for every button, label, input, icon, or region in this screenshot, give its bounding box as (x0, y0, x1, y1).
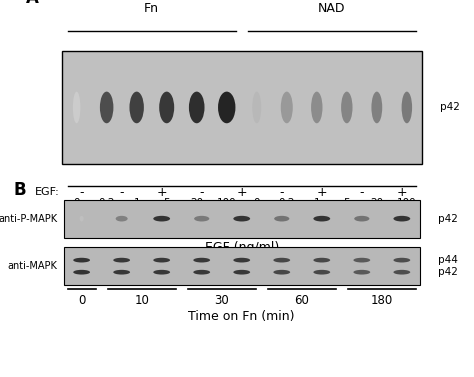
Text: A: A (26, 0, 38, 7)
Text: -: - (119, 186, 124, 199)
Text: p42: p42 (438, 214, 458, 224)
Ellipse shape (281, 92, 293, 123)
Text: anti-MAPK: anti-MAPK (8, 261, 58, 271)
Ellipse shape (73, 92, 81, 123)
Ellipse shape (189, 92, 204, 123)
Text: -: - (79, 186, 84, 199)
Ellipse shape (194, 216, 210, 221)
Ellipse shape (80, 216, 83, 221)
Ellipse shape (73, 270, 90, 274)
Text: 180: 180 (371, 294, 393, 307)
Ellipse shape (354, 270, 370, 274)
Ellipse shape (393, 216, 410, 221)
Bar (64, 247, 420, 285)
Ellipse shape (193, 258, 210, 262)
Text: Fn: Fn (144, 2, 159, 15)
Ellipse shape (341, 92, 353, 123)
Ellipse shape (313, 270, 330, 274)
Ellipse shape (252, 92, 261, 123)
Text: 20: 20 (190, 198, 203, 208)
Text: 5: 5 (164, 198, 170, 208)
Text: 0: 0 (78, 294, 85, 307)
Text: 10: 10 (134, 294, 149, 307)
Ellipse shape (153, 216, 170, 221)
Text: 0: 0 (254, 198, 260, 208)
Ellipse shape (274, 216, 289, 221)
Text: B: B (14, 181, 26, 199)
Ellipse shape (113, 270, 130, 274)
Text: NAD: NAD (318, 2, 346, 15)
Text: p42: p42 (438, 267, 458, 277)
Text: EGF (ng/ml): EGF (ng/ml) (205, 241, 279, 254)
Ellipse shape (393, 270, 410, 274)
Text: 1: 1 (313, 198, 320, 208)
Text: -: - (200, 186, 204, 199)
Text: +: + (317, 186, 327, 199)
Ellipse shape (159, 92, 174, 123)
Ellipse shape (153, 258, 170, 262)
Ellipse shape (113, 258, 130, 262)
Text: +: + (156, 186, 167, 199)
Text: 30: 30 (214, 294, 229, 307)
Text: anti-P-MAPK: anti-P-MAPK (0, 214, 58, 224)
Text: EGF:: EGF: (35, 187, 60, 197)
Text: 60: 60 (294, 294, 309, 307)
Text: +: + (237, 186, 247, 199)
Text: 0: 0 (73, 198, 80, 208)
Ellipse shape (153, 270, 170, 274)
Ellipse shape (354, 258, 370, 262)
Text: p44: p44 (438, 255, 458, 265)
Text: 0.2: 0.2 (99, 198, 115, 208)
Ellipse shape (218, 92, 236, 123)
Text: Time on Fn (min): Time on Fn (min) (189, 310, 295, 323)
Text: -: - (280, 186, 284, 199)
Text: 100: 100 (217, 198, 237, 208)
Ellipse shape (233, 216, 250, 221)
Ellipse shape (311, 92, 322, 123)
Ellipse shape (313, 216, 330, 221)
Text: -: - (360, 186, 364, 199)
Ellipse shape (273, 258, 290, 262)
Text: 5: 5 (344, 198, 350, 208)
Ellipse shape (372, 92, 382, 123)
Ellipse shape (273, 270, 290, 274)
Ellipse shape (73, 258, 90, 262)
Text: +: + (397, 186, 407, 199)
Ellipse shape (193, 270, 210, 274)
Ellipse shape (233, 270, 250, 274)
Ellipse shape (116, 216, 128, 221)
Ellipse shape (129, 92, 144, 123)
Ellipse shape (313, 258, 330, 262)
Ellipse shape (393, 258, 410, 262)
Text: p42: p42 (440, 103, 460, 112)
Bar (64, 200, 420, 238)
Text: 100: 100 (397, 198, 417, 208)
Ellipse shape (401, 92, 412, 123)
Text: 1: 1 (133, 198, 140, 208)
Ellipse shape (354, 216, 369, 221)
Ellipse shape (233, 258, 250, 262)
Text: 20: 20 (370, 198, 383, 208)
Ellipse shape (100, 92, 113, 123)
Text: 0.2: 0.2 (279, 198, 295, 208)
